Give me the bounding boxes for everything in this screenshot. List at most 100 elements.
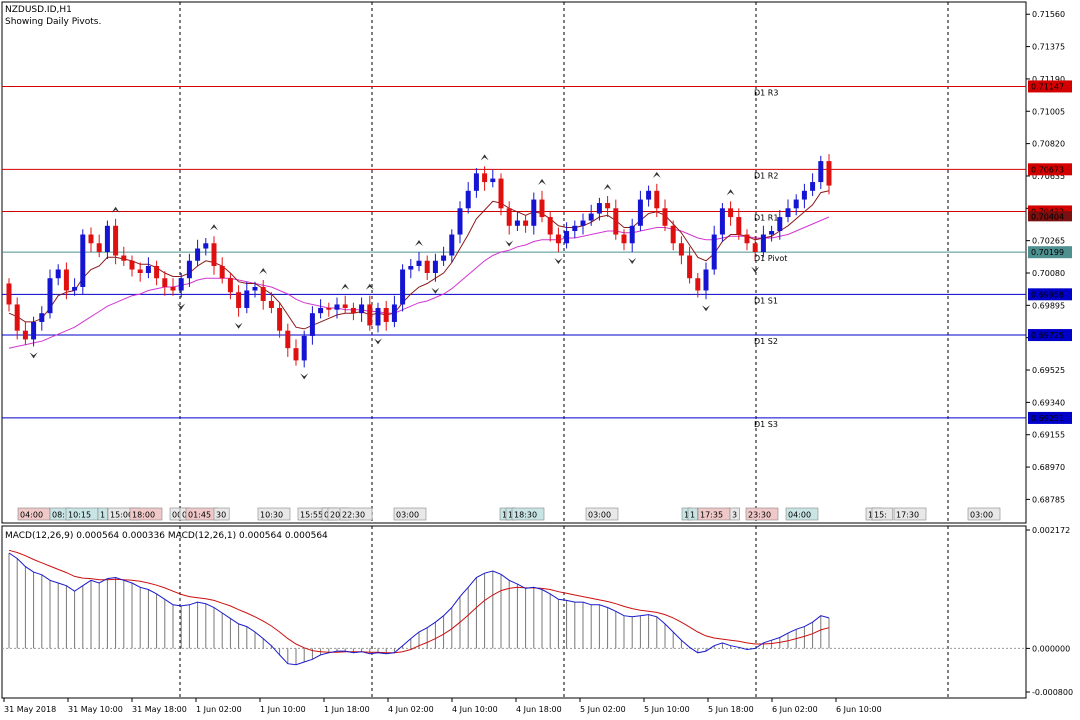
candle-body xyxy=(785,208,791,218)
candle-body xyxy=(596,203,602,214)
time-tick-label: 1 Jun 02:00 xyxy=(196,705,242,714)
pivot-value-tag xyxy=(1028,329,1072,342)
candle-body xyxy=(129,260,135,270)
price-tick-label: 0.70265 xyxy=(1032,237,1065,246)
event-label: 1 xyxy=(690,511,695,520)
price-tick-label: 0.69525 xyxy=(1032,366,1065,375)
candle-body xyxy=(170,286,176,291)
price-tick-label: 0.71190 xyxy=(1032,75,1065,84)
candle-body xyxy=(203,243,209,249)
candle-body xyxy=(818,161,824,183)
event-label: 1 xyxy=(502,511,507,520)
candle-body xyxy=(523,220,529,226)
candle-body xyxy=(178,278,184,291)
candle-body xyxy=(39,313,45,322)
candle-body xyxy=(334,304,340,310)
time-tick-label: 31 May 18:00 xyxy=(132,705,187,714)
candle-body xyxy=(629,225,635,244)
event-label: 17:30 xyxy=(896,511,919,520)
pivot-label: D1 S1 xyxy=(754,296,778,305)
event-label: 15: xyxy=(874,511,887,520)
event-label: 15:55 xyxy=(300,511,323,520)
pivot-value-label: 0.71147 xyxy=(1031,82,1064,91)
fractal-up-icon xyxy=(415,240,423,247)
candle-body xyxy=(80,234,86,287)
candle-body xyxy=(55,269,61,279)
macd-tick-label: 0.002172 xyxy=(1032,526,1070,535)
candle-body xyxy=(211,243,217,266)
candle-body xyxy=(88,234,94,244)
fractal-down-icon xyxy=(177,303,186,310)
event-label-box xyxy=(687,507,698,521)
fractal-up-icon xyxy=(210,224,218,231)
candle-body xyxy=(646,190,652,200)
event-label-box xyxy=(745,507,779,521)
current-price-label: 0.70404 xyxy=(1031,212,1064,221)
candle-body xyxy=(367,304,373,326)
macd-label: MACD(12,26,9) 0.000564 0.000336 MACD(12,… xyxy=(5,531,328,541)
candle-body xyxy=(654,190,660,209)
macd-tick-label: -0.000800 xyxy=(1032,688,1073,697)
pivot-label: D1 R2 xyxy=(754,171,778,180)
candle-body xyxy=(391,304,397,322)
candle-body xyxy=(449,234,455,256)
candle-body xyxy=(154,265,160,279)
candle-body xyxy=(473,173,479,191)
event-label-box xyxy=(785,507,819,521)
candle-body xyxy=(186,260,192,279)
event-label-box xyxy=(339,507,373,521)
fractal-down-icon xyxy=(431,287,440,294)
candlesticks xyxy=(6,154,832,368)
time-tick-label: 5 Jun 18:00 xyxy=(708,705,754,714)
candle-body xyxy=(801,190,807,200)
candle-body xyxy=(810,182,816,191)
price-panel-frame xyxy=(1,1,1027,524)
macd-indicator: 0.002172 0.000000 -0.000800 xyxy=(2,526,1073,697)
candle-body xyxy=(47,278,53,314)
price-tick-label: 0.71005 xyxy=(1032,107,1065,116)
time-tick-label: 5 Jun 10:00 xyxy=(644,705,690,714)
symbol-title: NZDUSD.ID,H1 xyxy=(5,5,72,15)
event-label: 08: xyxy=(52,511,65,520)
candle-body xyxy=(777,217,783,232)
event-label-box xyxy=(729,507,740,521)
candle-body xyxy=(490,178,496,183)
candle-body xyxy=(383,307,389,322)
pivot-subtitle: Showing Daily Pivots. xyxy=(5,17,101,27)
price-tick-label: 0.71375 xyxy=(1032,43,1065,52)
time-tick-label: 4 Jun 10:00 xyxy=(452,705,498,714)
candle-body xyxy=(728,208,734,218)
pivot-label: D1 S3 xyxy=(754,420,778,429)
fractal-up-icon xyxy=(341,283,350,290)
price-tick-label: 0.69155 xyxy=(1032,431,1065,440)
candle-body xyxy=(145,265,151,273)
candle-body xyxy=(408,265,414,270)
vertical-grid xyxy=(179,2,949,698)
candle-body xyxy=(498,178,504,209)
candle-body xyxy=(752,243,758,253)
time-tick-label: 6 Jun 10:00 xyxy=(836,705,882,714)
candle-body xyxy=(285,330,291,349)
event-label: 10:30 xyxy=(260,511,283,520)
event-label: 18:00 xyxy=(132,511,155,520)
pivot-value-tag xyxy=(1028,288,1072,301)
fractal-down-icon xyxy=(702,305,710,312)
event-label: 03:00 xyxy=(396,511,419,520)
event-label-box xyxy=(213,507,230,521)
candle-body xyxy=(465,190,471,209)
candle-body xyxy=(711,234,717,270)
fractal-up-icon xyxy=(111,206,120,213)
event-label: 04:00 xyxy=(20,511,43,520)
fractal-down-icon xyxy=(300,373,309,380)
pivot-value-label: 0.70673 xyxy=(1031,165,1064,174)
time-tick-label: 1 Jun 18:00 xyxy=(324,705,370,714)
event-label: 18:30 xyxy=(514,511,537,520)
event-label: 03:00 xyxy=(588,511,611,520)
candle-body xyxy=(96,243,102,253)
macd-signal-line xyxy=(8,549,830,654)
fractal-up-icon xyxy=(480,154,489,161)
time-tick-label: 5 Jun 02:00 xyxy=(580,705,626,714)
event-label: 0 xyxy=(182,511,187,520)
event-label-box xyxy=(393,507,427,521)
